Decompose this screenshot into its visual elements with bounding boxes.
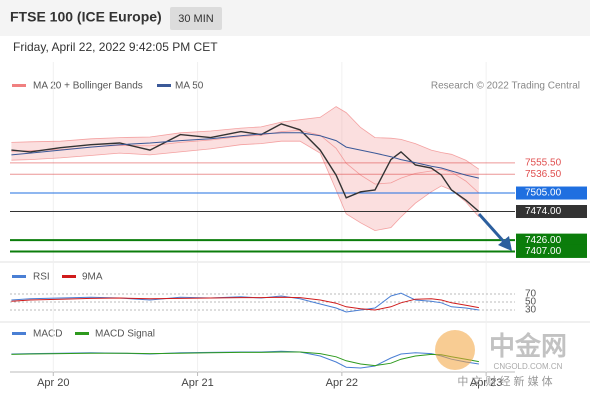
interval-badge[interactable]: [170, 7, 222, 30]
interval[interactable]: 30 MIN: [178, 13, 214, 25]
level-label: 7555.50: [525, 158, 562, 169]
legend-label: MACD: [33, 329, 62, 340]
series-line: [11, 132, 480, 179]
level-badge: [516, 233, 587, 247]
title: FTSE 100 (ICE Europe): [10, 9, 162, 25]
y-tick-label: 50: [525, 297, 537, 308]
watermark-site: CNGOLD.COM.CN: [494, 362, 563, 371]
panel: [0, 36, 590, 400]
level-label: 7407.00: [525, 246, 562, 257]
level-label: 7426.00: [525, 235, 562, 246]
legend-swatch: [75, 332, 89, 335]
watermark-tagline: 中 文 财 经 新 媒 体: [457, 374, 552, 388]
legend-label: MA 20 + Bollinger Bands: [33, 81, 143, 92]
level-badge: [516, 205, 587, 219]
level-label: 7505.00: [525, 188, 562, 199]
legend-label: RSI: [33, 272, 50, 283]
legend-swatch: [62, 275, 76, 278]
level-badge: [516, 244, 587, 258]
watermark-brand: 中金网: [489, 331, 567, 361]
level-badge: [516, 186, 587, 200]
forecast-arrowhead: [498, 236, 512, 251]
timestamp: Friday, April 22, 2022 9:42:05 PM CET: [13, 40, 218, 54]
forecast-arrow: [477, 212, 507, 245]
level-label: 7474.00: [525, 206, 562, 217]
series-line: [11, 351, 479, 367]
x-tick-label: Apr 21: [181, 377, 213, 389]
legend-label: MACD Signal: [95, 329, 155, 340]
legend-swatch: [12, 332, 26, 335]
series-line: [11, 123, 480, 213]
level-label: 7536.50: [525, 169, 562, 180]
y-tick-label: 30: [525, 305, 537, 316]
x-tick-label: Apr 20: [37, 377, 69, 389]
watermark-logo: [435, 330, 475, 370]
credit: Research © 2022 Trading Central: [431, 81, 580, 92]
x-tick-label: Apr 23: [470, 377, 502, 389]
bollinger-lower: [11, 140, 480, 232]
series-line: [11, 296, 479, 311]
bollinger-middle: [11, 129, 480, 194]
y-tick-label: 70: [525, 289, 537, 300]
bollinger-upper: [11, 106, 480, 170]
legend-swatch: [12, 275, 26, 278]
x-tick-label: Apr 22: [326, 377, 358, 389]
legend-label: 9MA: [82, 272, 103, 283]
legend-swatch: [157, 84, 171, 87]
legend-label: MA 50: [175, 81, 204, 92]
legend-swatch: [12, 84, 26, 87]
